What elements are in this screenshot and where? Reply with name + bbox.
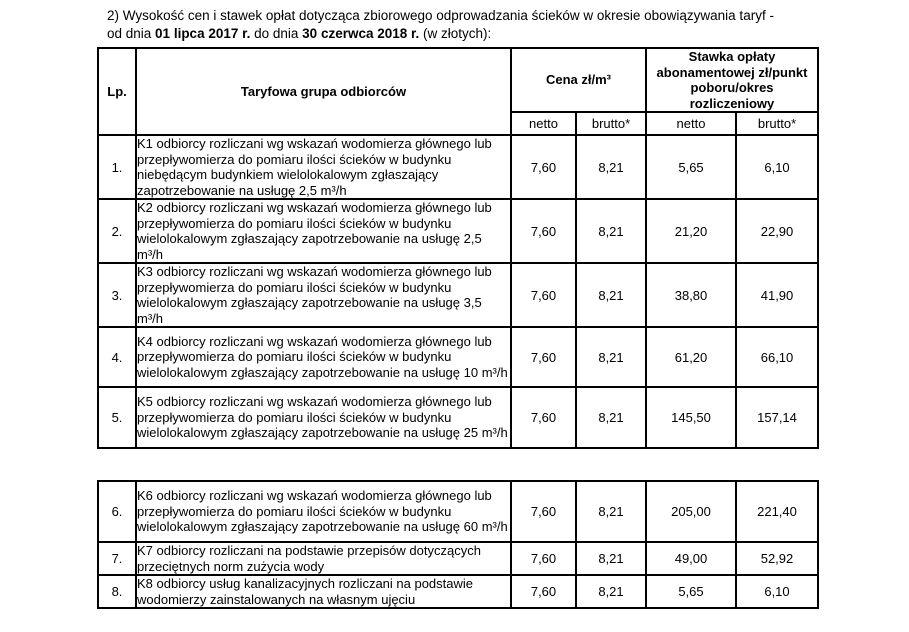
subheader-fee-netto: netto	[645, 111, 738, 136]
fee-brutto: 66,10	[735, 326, 820, 388]
row-description: K1 odbiorcy rozliczani wg wskazań wodomi…	[135, 134, 512, 200]
tariff-end-date: 30 czerwca 2018 r.	[302, 26, 420, 41]
row-description: K7 odbiorcy rozliczani na podstawie prze…	[135, 541, 512, 576]
header-price: Cena zł/m³	[509, 47, 648, 113]
price-brutto: 8,21	[574, 262, 648, 328]
fee-brutto: 157,14	[735, 386, 820, 449]
intro-suffix: (w złotych):	[419, 26, 492, 41]
table-row: 6. K6 odbiorcy rozliczani wg wskazań wod…	[97, 480, 819, 543]
intro-mid: do dnia	[250, 26, 303, 41]
price-netto: 7,60	[510, 541, 577, 576]
fee-netto: 38,80	[645, 262, 738, 328]
fee-netto: 21,20	[645, 198, 738, 264]
table-row: 5. K5 odbiorcy rozliczani wg wskazań wod…	[97, 386, 820, 449]
price-brutto: 8,21	[574, 326, 648, 388]
price-brutto: 8,21	[574, 198, 648, 264]
fee-netto: 5,65	[645, 134, 738, 200]
row-number: 5.	[97, 386, 137, 449]
price-netto: 7,60	[510, 326, 577, 388]
subheader-price-brutto: brutto*	[574, 111, 648, 136]
fee-netto: 49,00	[645, 541, 737, 576]
header-group: Taryfowa grupa odbiorców	[135, 47, 512, 136]
row-number: 4.	[97, 326, 137, 388]
price-netto: 7,60	[510, 262, 577, 328]
fee-brutto: 22,90	[735, 198, 820, 264]
price-netto: 7,60	[510, 386, 577, 449]
fee-brutto: 6,10	[735, 574, 819, 609]
table-row: 7. K7 odbiorcy rozliczani na podstawie p…	[97, 541, 819, 576]
intro-prefix: od dnia	[107, 26, 156, 41]
fee-brutto: 6,10	[735, 134, 820, 200]
tariff-table-upper: Lp. Taryfowa grupa odbiorców Cena zł/m³ …	[97, 47, 820, 449]
fee-netto: 205,00	[645, 480, 737, 543]
fee-brutto: 52,92	[735, 541, 819, 576]
price-netto: 7,60	[510, 574, 577, 609]
row-description: K3 odbiorcy rozliczani wg wskazań wodomi…	[135, 262, 512, 328]
row-number: 6.	[97, 480, 137, 543]
row-number: 2.	[97, 198, 137, 264]
price-brutto: 8,21	[574, 386, 648, 449]
tariff-table-lower: 6. K6 odbiorcy rozliczani wg wskazań wod…	[97, 480, 819, 609]
price-netto: 7,60	[510, 198, 577, 264]
price-brutto: 8,21	[575, 541, 647, 576]
header-lp: Lp.	[97, 47, 137, 136]
row-description: K5 odbiorcy rozliczani wg wskazań wodomi…	[135, 386, 512, 449]
price-netto: 7,60	[510, 480, 577, 543]
table-row: 4. K4 odbiorcy rozliczani wg wskazań wod…	[97, 326, 820, 388]
table-row: 8. K8 odbiorcy usług kanalizacyjnych roz…	[97, 574, 819, 609]
row-number: 1.	[97, 134, 137, 200]
row-description: K2 odbiorcy rozliczani wg wskazań wodomi…	[135, 198, 512, 264]
fee-brutto: 41,90	[735, 262, 820, 328]
intro-paragraph: 2) Wysokość cen i stawek opłat dotycząca…	[107, 7, 897, 43]
subheader-price-netto: netto	[510, 111, 577, 136]
price-brutto: 8,21	[575, 574, 647, 609]
subheader-fee-brutto: brutto*	[735, 111, 820, 136]
row-description: K4 odbiorcy rozliczani wg wskazań wodomi…	[135, 326, 512, 388]
fee-netto: 145,50	[645, 386, 738, 449]
table-row: 1. K1 odbiorcy rozliczani wg wskazań wod…	[97, 134, 820, 200]
fee-netto: 61,20	[645, 326, 738, 388]
intro-line-1: 2) Wysokość cen i stawek opłat dotycząca…	[107, 8, 774, 23]
price-brutto: 8,21	[574, 134, 648, 200]
fee-netto: 5,65	[645, 574, 737, 609]
price-netto: 7,60	[510, 134, 577, 200]
row-number: 8.	[97, 574, 137, 609]
table-row: 2. K2 odbiorcy rozliczani wg wskazań wod…	[97, 198, 820, 264]
table-row: 3. K3 odbiorcy rozliczani wg wskazań wod…	[97, 262, 820, 328]
row-description: K8 odbiorcy usług kanalizacyjnych rozlic…	[135, 574, 512, 609]
row-description: K6 odbiorcy rozliczani wg wskazań wodomi…	[135, 480, 512, 543]
tariff-start-date: 01 lipca 2017 r.	[155, 26, 251, 41]
fee-brutto: 221,40	[735, 480, 819, 543]
intro-line-2: od dnia 01 lipca 2017 r. do dnia 30 czer…	[107, 25, 897, 43]
header-fee: Stawka opłaty abonamentowej zł/punkt pob…	[645, 47, 820, 113]
row-number: 3.	[97, 262, 137, 328]
row-number: 7.	[97, 541, 137, 576]
header-fee-text: Stawka opłaty abonamentowej zł/punkt pob…	[656, 49, 808, 111]
price-brutto: 8,21	[575, 480, 647, 543]
